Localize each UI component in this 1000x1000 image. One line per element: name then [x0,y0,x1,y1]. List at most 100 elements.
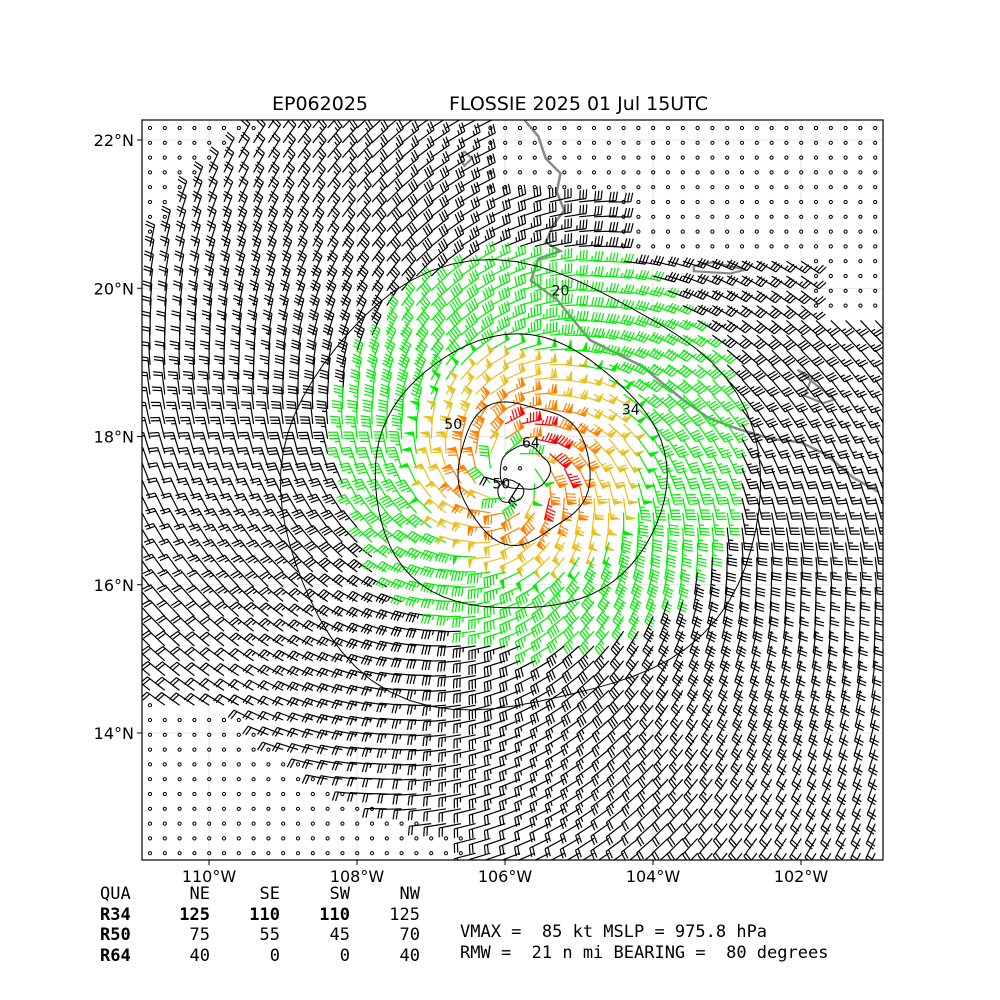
barb-half-feather [224,243,229,247]
barb-half-feather [602,332,606,338]
barb-feather [470,170,475,180]
barb-feather [394,195,401,204]
calm-dot [207,140,212,145]
barb-feather [163,447,173,450]
barb-half-feather [457,130,460,135]
barb-feather [612,191,615,201]
barb-feather [855,421,865,426]
barb-feather [238,193,247,200]
barb-half-feather [303,126,308,131]
barb-shaft [386,157,404,173]
wind-barb [297,132,312,158]
barb-feather [476,152,481,162]
wind-barb [177,190,187,217]
barb-half-feather [354,380,359,383]
barb-shaft [297,120,306,129]
barb-half-feather [316,229,321,234]
barb-feather [585,234,588,244]
barb-feather [692,470,702,474]
wind-barb [267,120,275,129]
barb-flag [591,446,602,455]
wind-barb [401,108,417,129]
calm-dot [799,185,804,190]
barb-feather [142,298,152,303]
barb-half-feather [587,331,591,337]
barb-feather [318,176,326,185]
barb-feather [471,155,475,165]
barb-half-feather [735,370,741,374]
calm-dot [769,214,774,219]
barb-half-feather [240,214,245,218]
calm-dot [710,185,715,190]
calm-dot [769,185,774,190]
calm-dot [192,140,197,145]
barb-feather [251,238,261,245]
barb-feather [253,220,262,227]
barb-feather [888,394,897,397]
barb-feather [272,385,282,388]
barb-flag [552,352,558,363]
barb-feather [609,252,613,262]
barb-feather [488,242,493,252]
barb-feather [533,202,536,212]
barb-feather [591,312,595,322]
barb-half-feather [286,214,291,219]
barb-half-feather [271,184,277,189]
barb-feather [413,135,420,144]
barb-half-feather [590,427,595,433]
barb-half-feather [315,243,321,248]
barb-feather [514,408,518,418]
barb-half-feather [852,451,858,454]
wind-barb [475,343,494,366]
barb-feather [238,205,248,212]
barb-feather [767,455,777,459]
barb-half-feather [285,228,291,233]
barb-feather [752,454,762,459]
calm-dot [710,170,715,175]
barb-half-feather [856,328,861,333]
calm-dot [828,288,833,293]
barb-half-feather [884,406,888,408]
wind-barb [756,275,783,288]
calm-dot [843,125,848,131]
barb-half-feather [620,272,624,278]
barb-feather [186,313,196,317]
barb-shaft [415,288,432,306]
wind-barb [430,223,449,247]
barb-half-feather [380,127,384,133]
barb-feather [457,197,463,207]
barb-feather [630,253,634,264]
barb-half-feather [248,362,254,365]
calm-dot [769,140,774,145]
barb-shaft [341,140,358,158]
calm-dot [739,155,745,160]
barb-feather [271,134,279,143]
barb-feather [240,149,248,157]
barb-feather [224,175,234,183]
calm-dot [621,244,626,249]
barb-half-feather [239,243,244,247]
barb-feather [413,108,417,116]
wind-barb [267,161,280,188]
barb-feather [285,179,293,187]
wind-barb [712,334,738,349]
barb-feather [300,179,309,187]
calm-dot [769,199,774,205]
wind-barb [415,223,434,247]
wind-barb [267,220,278,247]
barb-feather [597,251,601,261]
barb-flag [581,341,588,352]
barb-shaft [564,212,587,218]
barb-shaft [312,226,324,247]
barb-feather [689,445,699,450]
barb-half-feather [364,171,368,176]
barb-half-feather [866,466,872,469]
barb-shaft [238,152,250,173]
calm-dot [221,140,227,145]
barb-feather [748,465,758,469]
barb-feather [627,223,631,233]
barb-shaft [415,230,433,247]
barb-feather [206,235,216,241]
barb-feather [176,220,186,226]
barb-feather [316,403,326,406]
